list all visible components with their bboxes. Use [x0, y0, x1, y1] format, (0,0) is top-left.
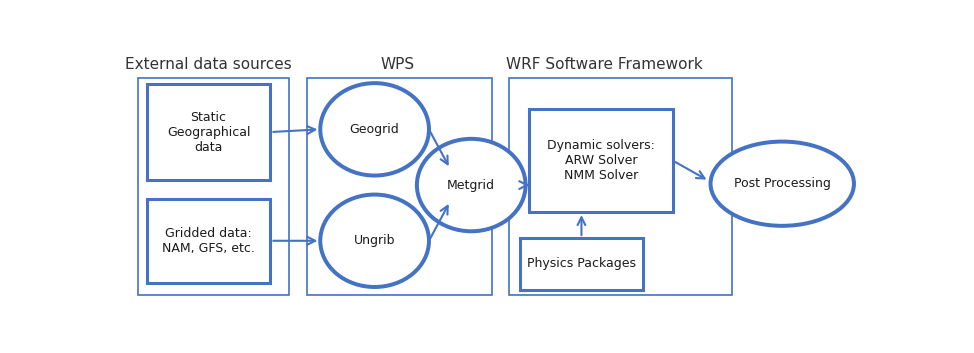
Bar: [147, 84, 271, 180]
Ellipse shape: [417, 139, 526, 231]
Text: Post Processing: Post Processing: [733, 177, 831, 190]
Text: External data sources: External data sources: [126, 56, 292, 72]
Text: WRF Software Framework: WRF Software Framework: [506, 56, 703, 72]
Bar: [138, 78, 289, 295]
Bar: [307, 78, 492, 295]
Text: Gridded data:
NAM, GFS, etc.: Gridded data: NAM, GFS, etc.: [162, 227, 255, 255]
Bar: [147, 199, 271, 283]
Bar: [519, 238, 644, 290]
Ellipse shape: [320, 195, 429, 287]
Bar: [530, 109, 673, 212]
Ellipse shape: [320, 83, 429, 175]
Text: WPS: WPS: [380, 56, 414, 72]
Ellipse shape: [710, 142, 854, 226]
Text: Ungrib: Ungrib: [354, 234, 395, 247]
Text: Physics Packages: Physics Packages: [527, 257, 636, 270]
Text: Dynamic solvers:
ARW Solver
NMM Solver: Dynamic solvers: ARW Solver NMM Solver: [547, 139, 656, 182]
Text: Geogrid: Geogrid: [350, 123, 399, 136]
Text: Static
Geographical
data: Static Geographical data: [167, 110, 250, 154]
Bar: [509, 78, 731, 295]
Text: Metgrid: Metgrid: [447, 179, 495, 192]
